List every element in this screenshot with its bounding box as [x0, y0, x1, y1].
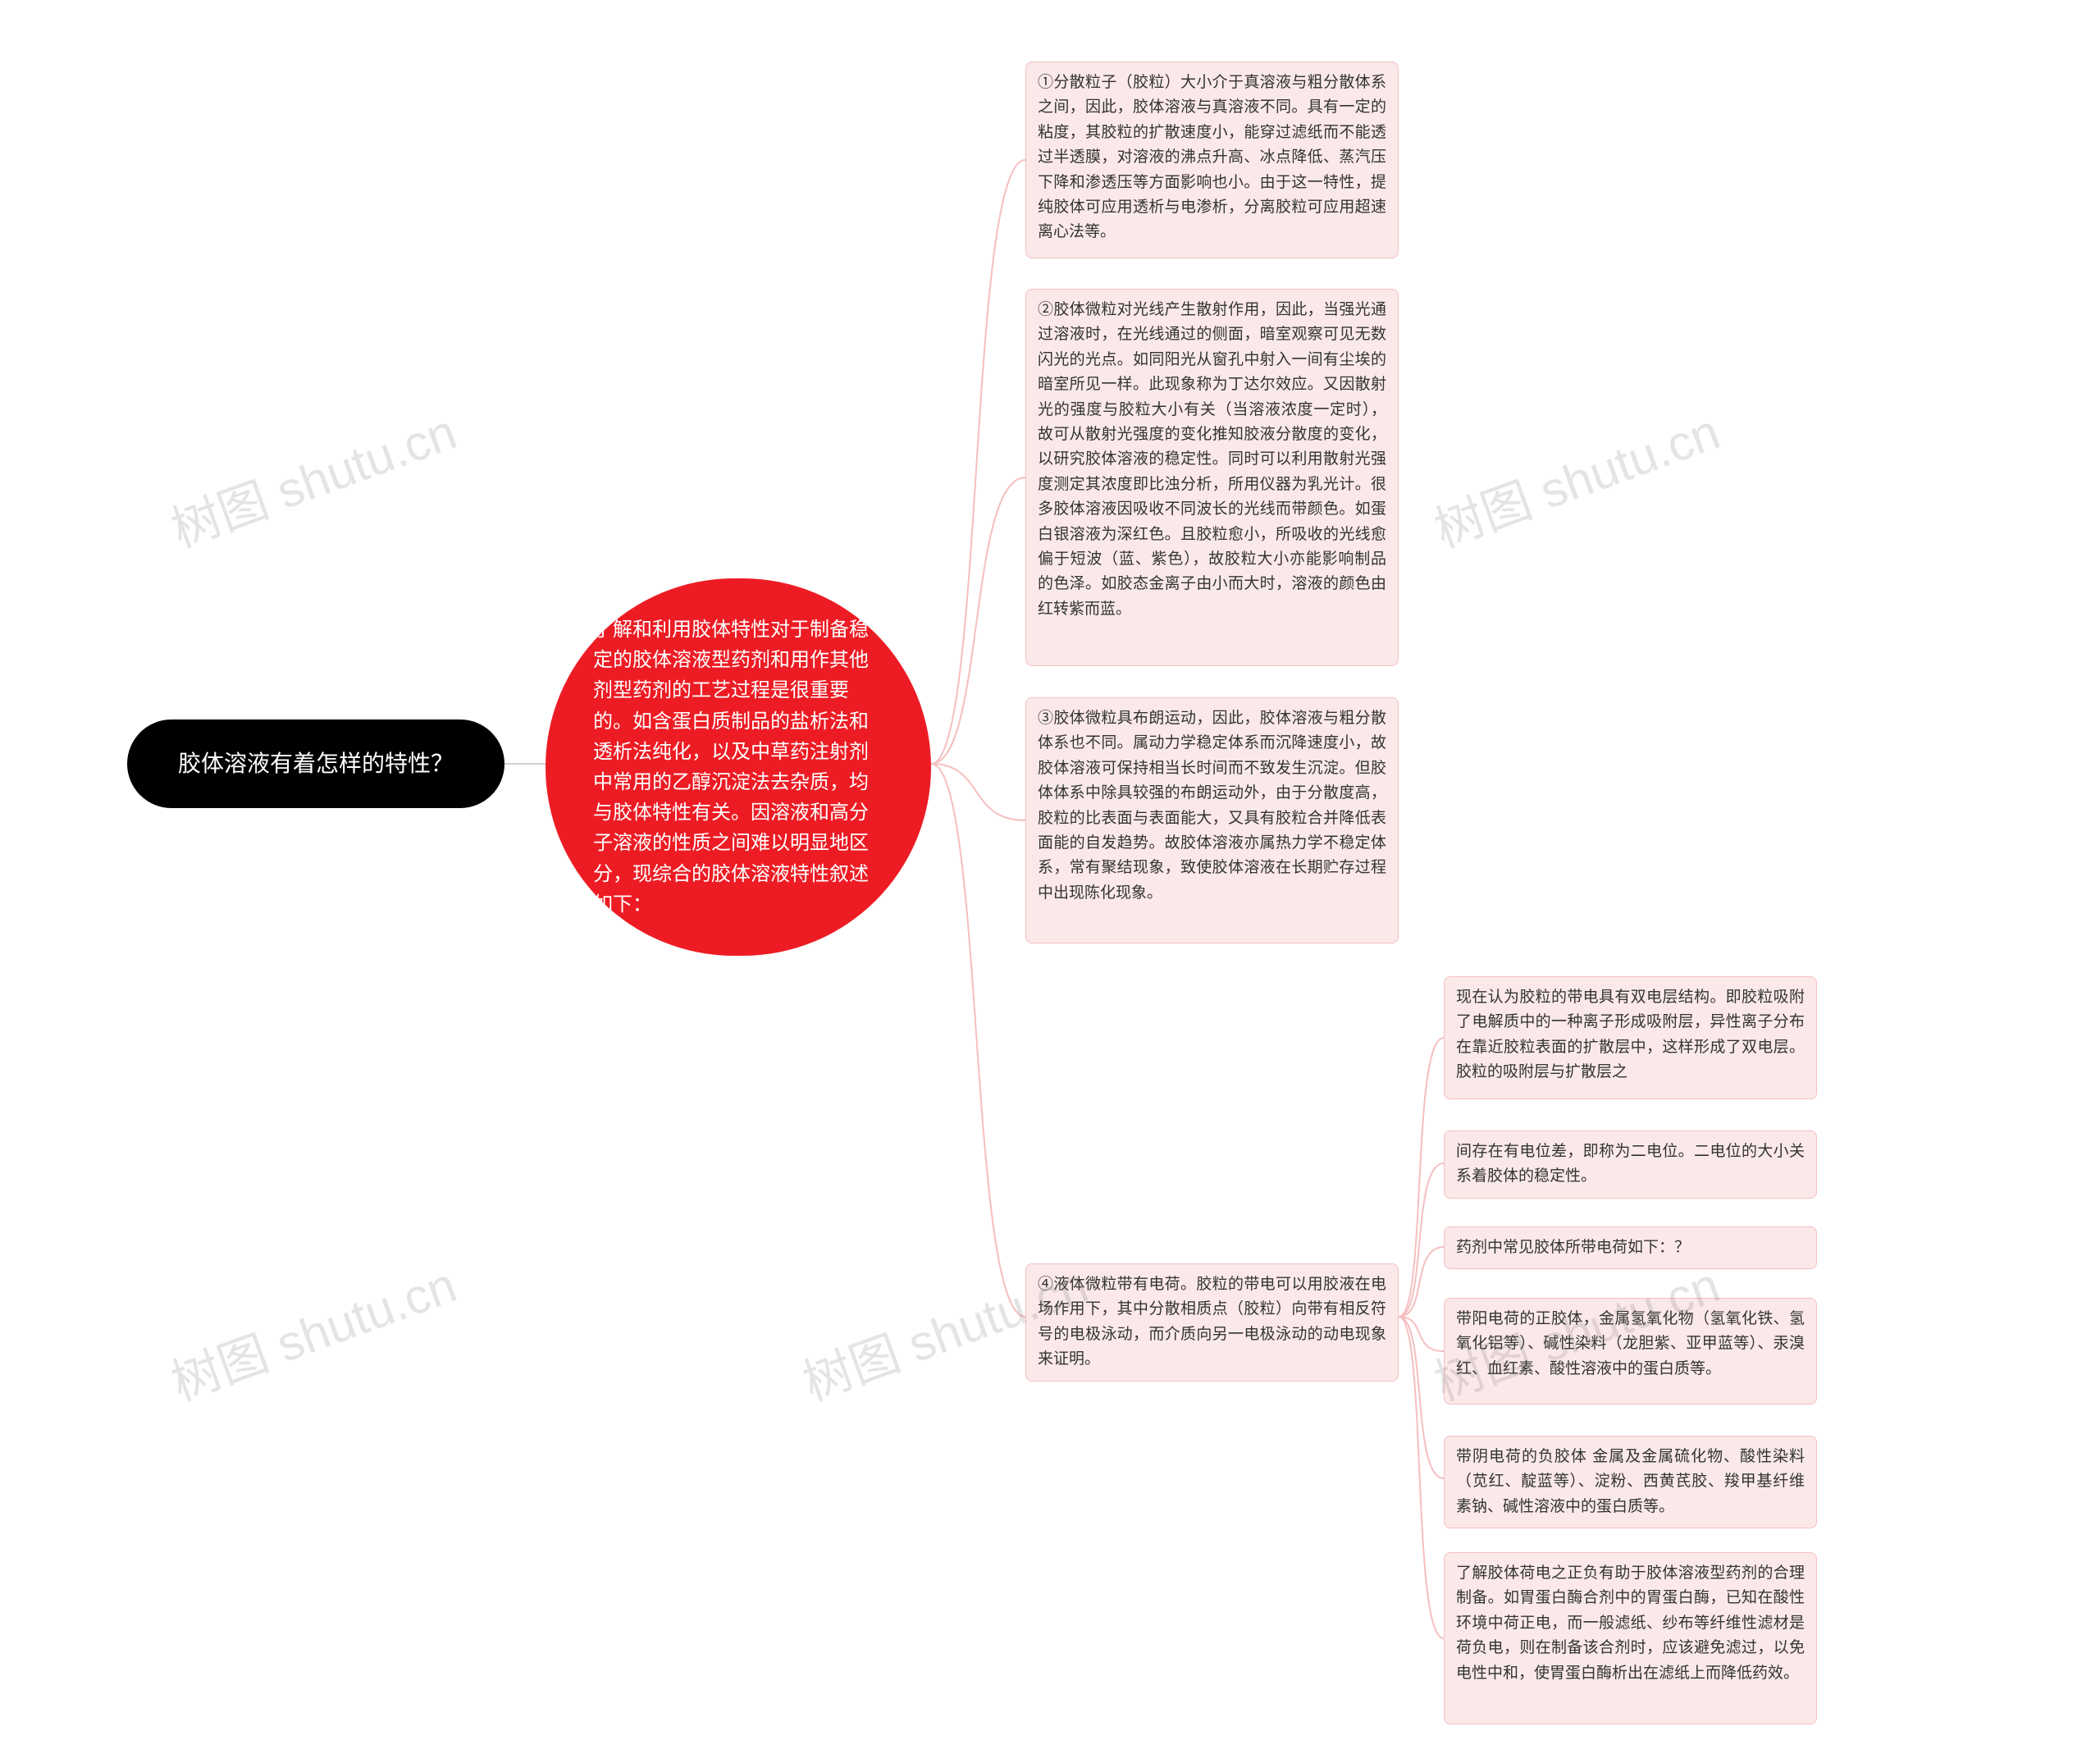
watermark-2: 树图 shutu.cn — [1423, 392, 1728, 561]
level1-node[interactable]: 了解和利用胶体特性对于制备稳定的胶体溶液型药剂和用作其他剂型药剂的工艺过程是很重… — [546, 578, 931, 956]
branch-4-child-3[interactable]: 药剂中常见胶体所带电荷如下：？ — [1444, 1227, 1817, 1269]
watermark-1: 树图 shutu.cn — [160, 392, 464, 561]
branch-4[interactable]: ④液体微粒带有电荷。胶粒的带电可以用胶液在电场作用下，其中分散相质点（胶粒）向带… — [1025, 1263, 1399, 1382]
branch-2[interactable]: ②胶体微粒对光线产生散射作用，因此，当强光通过溶液时，在光线通过的侧面，暗室观察… — [1025, 289, 1399, 666]
branch-3[interactable]: ③胶体微粒具布朗运动，因此，胶体溶液与粗分散体系也不同。属动力学稳定体系而沉降速… — [1025, 697, 1399, 943]
branch-4-child-6[interactable]: 了解胶体荷电之正负有助于胶体溶液型药剂的合理制备。如胃蛋白酶合剂中的胃蛋白酶，已… — [1444, 1552, 1817, 1724]
mindmap-canvas: 胶体溶液有着怎样的特性？ 了解和利用胶体特性对于制备稳定的胶体溶液型药剂和用作其… — [0, 0, 2100, 1745]
watermark-3: 树图 shutu.cn — [160, 1245, 464, 1414]
branch-4-child-2[interactable]: 间存在有电位差，即称为二电位。二电位的大小关系着胶体的稳定性。 — [1444, 1131, 1817, 1199]
branch-4-child-1[interactable]: 现在认为胶粒的带电具有双电层结构。即胶粒吸附了电解质中的一种离子形成吸附层，异性… — [1444, 976, 1817, 1099]
branch-1[interactable]: ①分散粒子（胶粒）大小介于真溶液与粗分散体系之间，因此，胶体溶液与真溶液不同。具… — [1025, 62, 1399, 258]
branch-4-child-4[interactable]: 带阳电荷的正胶体，金属氢氧化物（氢氧化铁、氢氧化铝等）、碱性染料（龙胆紫、亚甲蓝… — [1444, 1298, 1817, 1405]
branch-4-child-5[interactable]: 带阴电荷的负胶体 金属及金属硫化物、酸性染料（苋红、靛蓝等）、淀粉、西黄芪胶、羧… — [1444, 1436, 1817, 1528]
root-node[interactable]: 胶体溶液有着怎样的特性？ — [127, 719, 504, 808]
